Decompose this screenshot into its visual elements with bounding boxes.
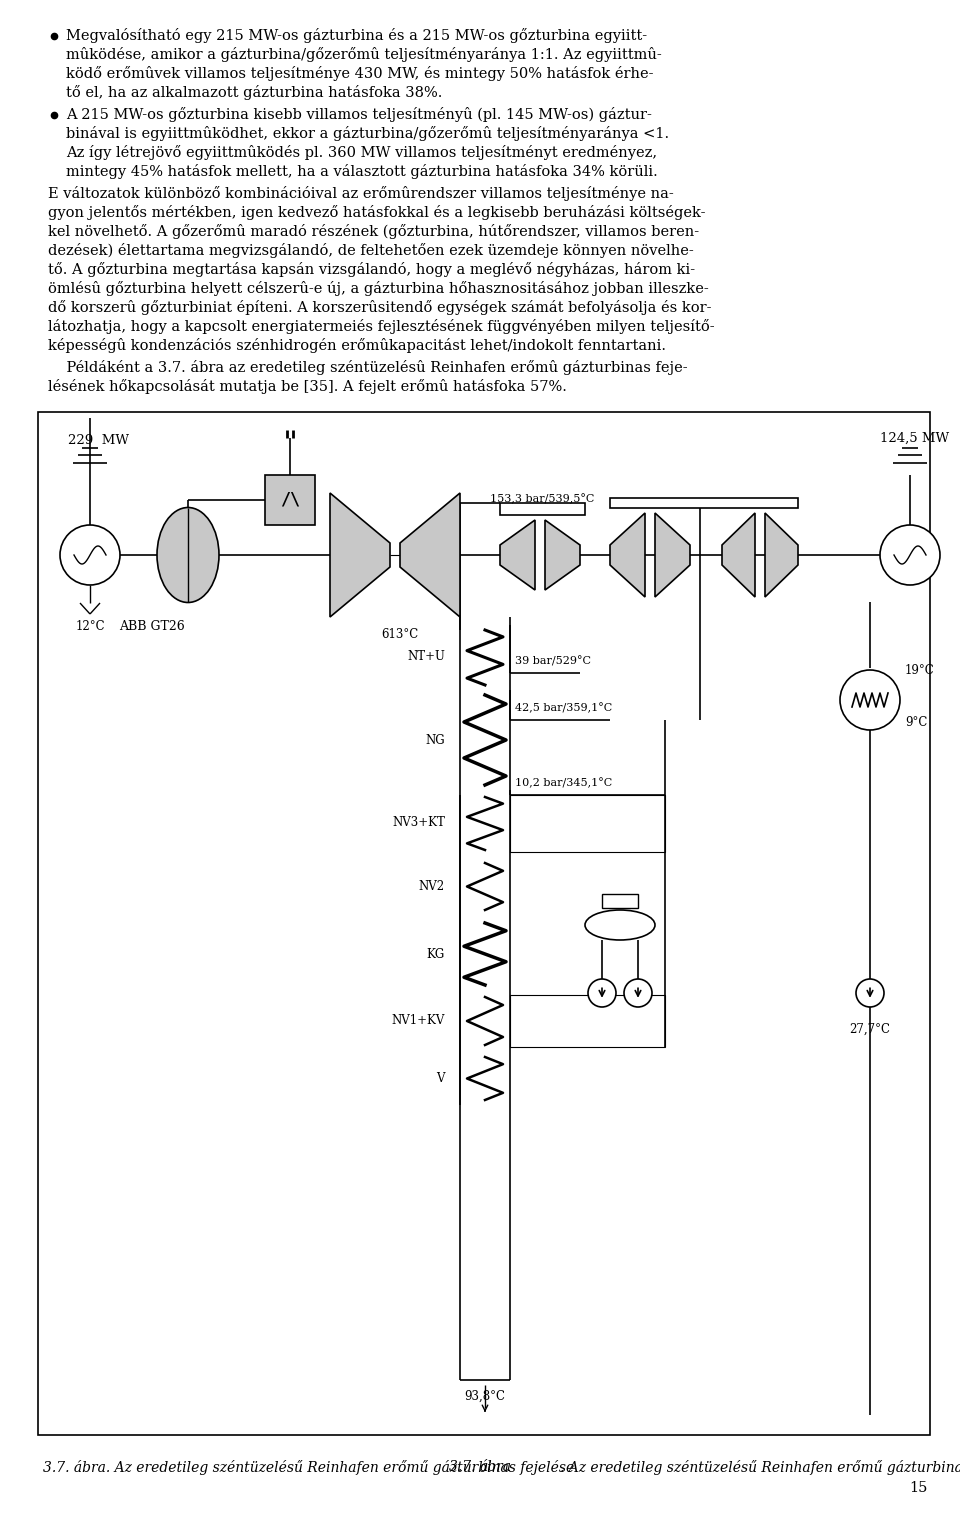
Bar bbox=[265, 475, 315, 525]
Text: 15: 15 bbox=[910, 1481, 928, 1495]
Text: mûködése, amikor a gázturbina/gőzerőmû teljesítményaránya 1:1. Az egyiittmû-: mûködése, amikor a gázturbina/gőzerőmû t… bbox=[66, 47, 661, 62]
Text: látozhatja, hogy a kapcsolt energiatermeiés fejlesztésének függvényében milyen t: látozhatja, hogy a kapcsolt energiaterme… bbox=[48, 319, 714, 335]
Text: A 215 MW-os gőzturbina kisebb villamos teljesítményû (pl. 145 MW-os) gáztur-: A 215 MW-os gőzturbina kisebb villamos t… bbox=[66, 106, 652, 122]
Bar bbox=[510, 995, 665, 1046]
Text: 9°C: 9°C bbox=[905, 715, 927, 729]
Text: 613°C: 613°C bbox=[381, 628, 419, 642]
Text: 153,3 bar/539,5°C: 153,3 bar/539,5°C bbox=[490, 494, 594, 505]
Text: 27,7°C: 27,7°C bbox=[850, 1022, 891, 1036]
Bar bbox=[610, 497, 798, 508]
Text: . Az eredetileg széntüzelésű Reinhafen erőmű gázturbinas fejelése: . Az eredetileg széntüzelésű Reinhafen e… bbox=[560, 1460, 960, 1475]
Ellipse shape bbox=[157, 508, 219, 602]
Polygon shape bbox=[722, 513, 755, 598]
Text: NV1+KV: NV1+KV bbox=[392, 1015, 445, 1028]
Polygon shape bbox=[655, 513, 690, 598]
Text: binával is egyiittmûködhet, ekkor a gázturbina/gőzerőmû teljesítményaránya <1.: binával is egyiittmûködhet, ekkor a gázt… bbox=[66, 126, 669, 141]
Text: E változatok különböző kombinációival az erőmûrendszer villamos teljesítménye na: E változatok különböző kombinációival az… bbox=[48, 186, 674, 201]
Polygon shape bbox=[610, 513, 645, 598]
Circle shape bbox=[840, 669, 900, 730]
Ellipse shape bbox=[585, 910, 655, 940]
Text: 19°C: 19°C bbox=[905, 663, 935, 677]
Polygon shape bbox=[545, 520, 580, 590]
Bar bbox=[38, 412, 930, 1434]
Text: ömlésû gőzturbina helyett célszerû-e új, a gázturbina hőhasznositásához jobban i: ömlésû gőzturbina helyett célszerû-e új,… bbox=[48, 281, 708, 297]
Polygon shape bbox=[500, 520, 535, 590]
Text: 42,5 bar/359,1°C: 42,5 bar/359,1°C bbox=[515, 703, 612, 713]
Circle shape bbox=[588, 980, 616, 1007]
Text: ködő erőmûvek villamos teljesítménye 430 MW, és mintegy 50% hatásfok érhe-: ködő erőmûvek villamos teljesítménye 430… bbox=[66, 65, 654, 81]
Text: KG: KG bbox=[427, 948, 445, 960]
Text: NG: NG bbox=[425, 733, 445, 747]
Text: lésének hőkapcsolását mutatja be [35]. A fejelt erőmû hatásfoka 57%.: lésének hőkapcsolását mutatja be [35]. A… bbox=[48, 379, 566, 394]
Polygon shape bbox=[400, 493, 460, 618]
Text: Az így létrejövő egyiittmûködés pl. 360 MW villamos teljesítményt eredményez,: Az így létrejövő egyiittmûködés pl. 360 … bbox=[66, 144, 658, 160]
Text: dezések) élettartama megvizsgálandó, de feltehetően ezek üzemdeje könnyen növelh: dezések) élettartama megvizsgálandó, de … bbox=[48, 243, 694, 259]
Bar bbox=[602, 894, 638, 908]
Text: 93,8°C: 93,8°C bbox=[465, 1390, 506, 1402]
Text: 12°C: 12°C bbox=[75, 621, 105, 634]
Text: NV3+KT: NV3+KT bbox=[392, 817, 445, 829]
Text: 3.7. ábra. Az eredetileg széntüzelésű Reinhafen erőmű gázturbinas fejelése: 3.7. ábra. Az eredetileg széntüzelésű Re… bbox=[43, 1460, 574, 1475]
Text: gyon jelentős mértékben, igen kedvező hatásfokkal és a legkisebb beruházási költ: gyon jelentős mértékben, igen kedvező ha… bbox=[48, 205, 706, 221]
Text: dő korszerû gőzturbiniat építeni. A korszerûsitendő egységek számát befolyásolja: dő korszerû gőzturbiniat építeni. A kors… bbox=[48, 300, 711, 315]
Text: 10,2 bar/345,1°C: 10,2 bar/345,1°C bbox=[515, 777, 612, 788]
Text: tő el, ha az alkalmazott gázturbina hatásfoka 38%.: tő el, ha az alkalmazott gázturbina hatá… bbox=[66, 85, 443, 100]
Bar bbox=[500, 503, 585, 516]
Polygon shape bbox=[330, 493, 390, 618]
Bar bbox=[510, 795, 665, 852]
Text: V: V bbox=[437, 1071, 445, 1084]
Text: 124,5 MW: 124,5 MW bbox=[880, 432, 949, 444]
Circle shape bbox=[880, 525, 940, 586]
Text: 3.7.: 3.7. bbox=[449, 1460, 480, 1474]
Text: tő. A gőzturbina megtartása kapsán vizsgálandó, hogy a meglévő négyházas, három : tő. A gőzturbina megtartása kapsán vizsg… bbox=[48, 262, 695, 277]
Text: kel növelhető. A gőzerőmû maradó részének (gőzturbina, hútőrendszer, villamos be: kel növelhető. A gőzerőmû maradó részéne… bbox=[48, 224, 699, 239]
Text: képességû kondenzációs szénhidrogén erőmûkapacitást lehet/indokolt fenntartani.: képességû kondenzációs szénhidrogén erőm… bbox=[48, 338, 666, 353]
Text: 229  MW: 229 MW bbox=[68, 433, 129, 447]
Circle shape bbox=[60, 525, 120, 586]
Text: Példáként a 3.7. ábra az eredetileg széntüzelésû Reinhafen erőmû gázturbinas fej: Példáként a 3.7. ábra az eredetileg szén… bbox=[48, 360, 687, 376]
Text: ábra: ábra bbox=[480, 1460, 512, 1474]
Text: Megvalósítható egy 215 MW-os gázturbina és a 215 MW-os gőzturbina egyiitt-: Megvalósítható egy 215 MW-os gázturbina … bbox=[66, 27, 647, 43]
Text: 39 bar/529°C: 39 bar/529°C bbox=[515, 656, 591, 666]
Circle shape bbox=[856, 980, 884, 1007]
Circle shape bbox=[624, 980, 652, 1007]
Text: mintegy 45% hatásfok mellett, ha a választott gázturbina hatásfoka 34% körüli.: mintegy 45% hatásfok mellett, ha a válas… bbox=[66, 164, 658, 179]
Polygon shape bbox=[765, 513, 798, 598]
Text: NV2: NV2 bbox=[419, 879, 445, 893]
Text: NT+U: NT+U bbox=[407, 651, 445, 663]
Text: ABB GT26: ABB GT26 bbox=[119, 621, 185, 634]
Text: /\: /\ bbox=[280, 491, 300, 510]
